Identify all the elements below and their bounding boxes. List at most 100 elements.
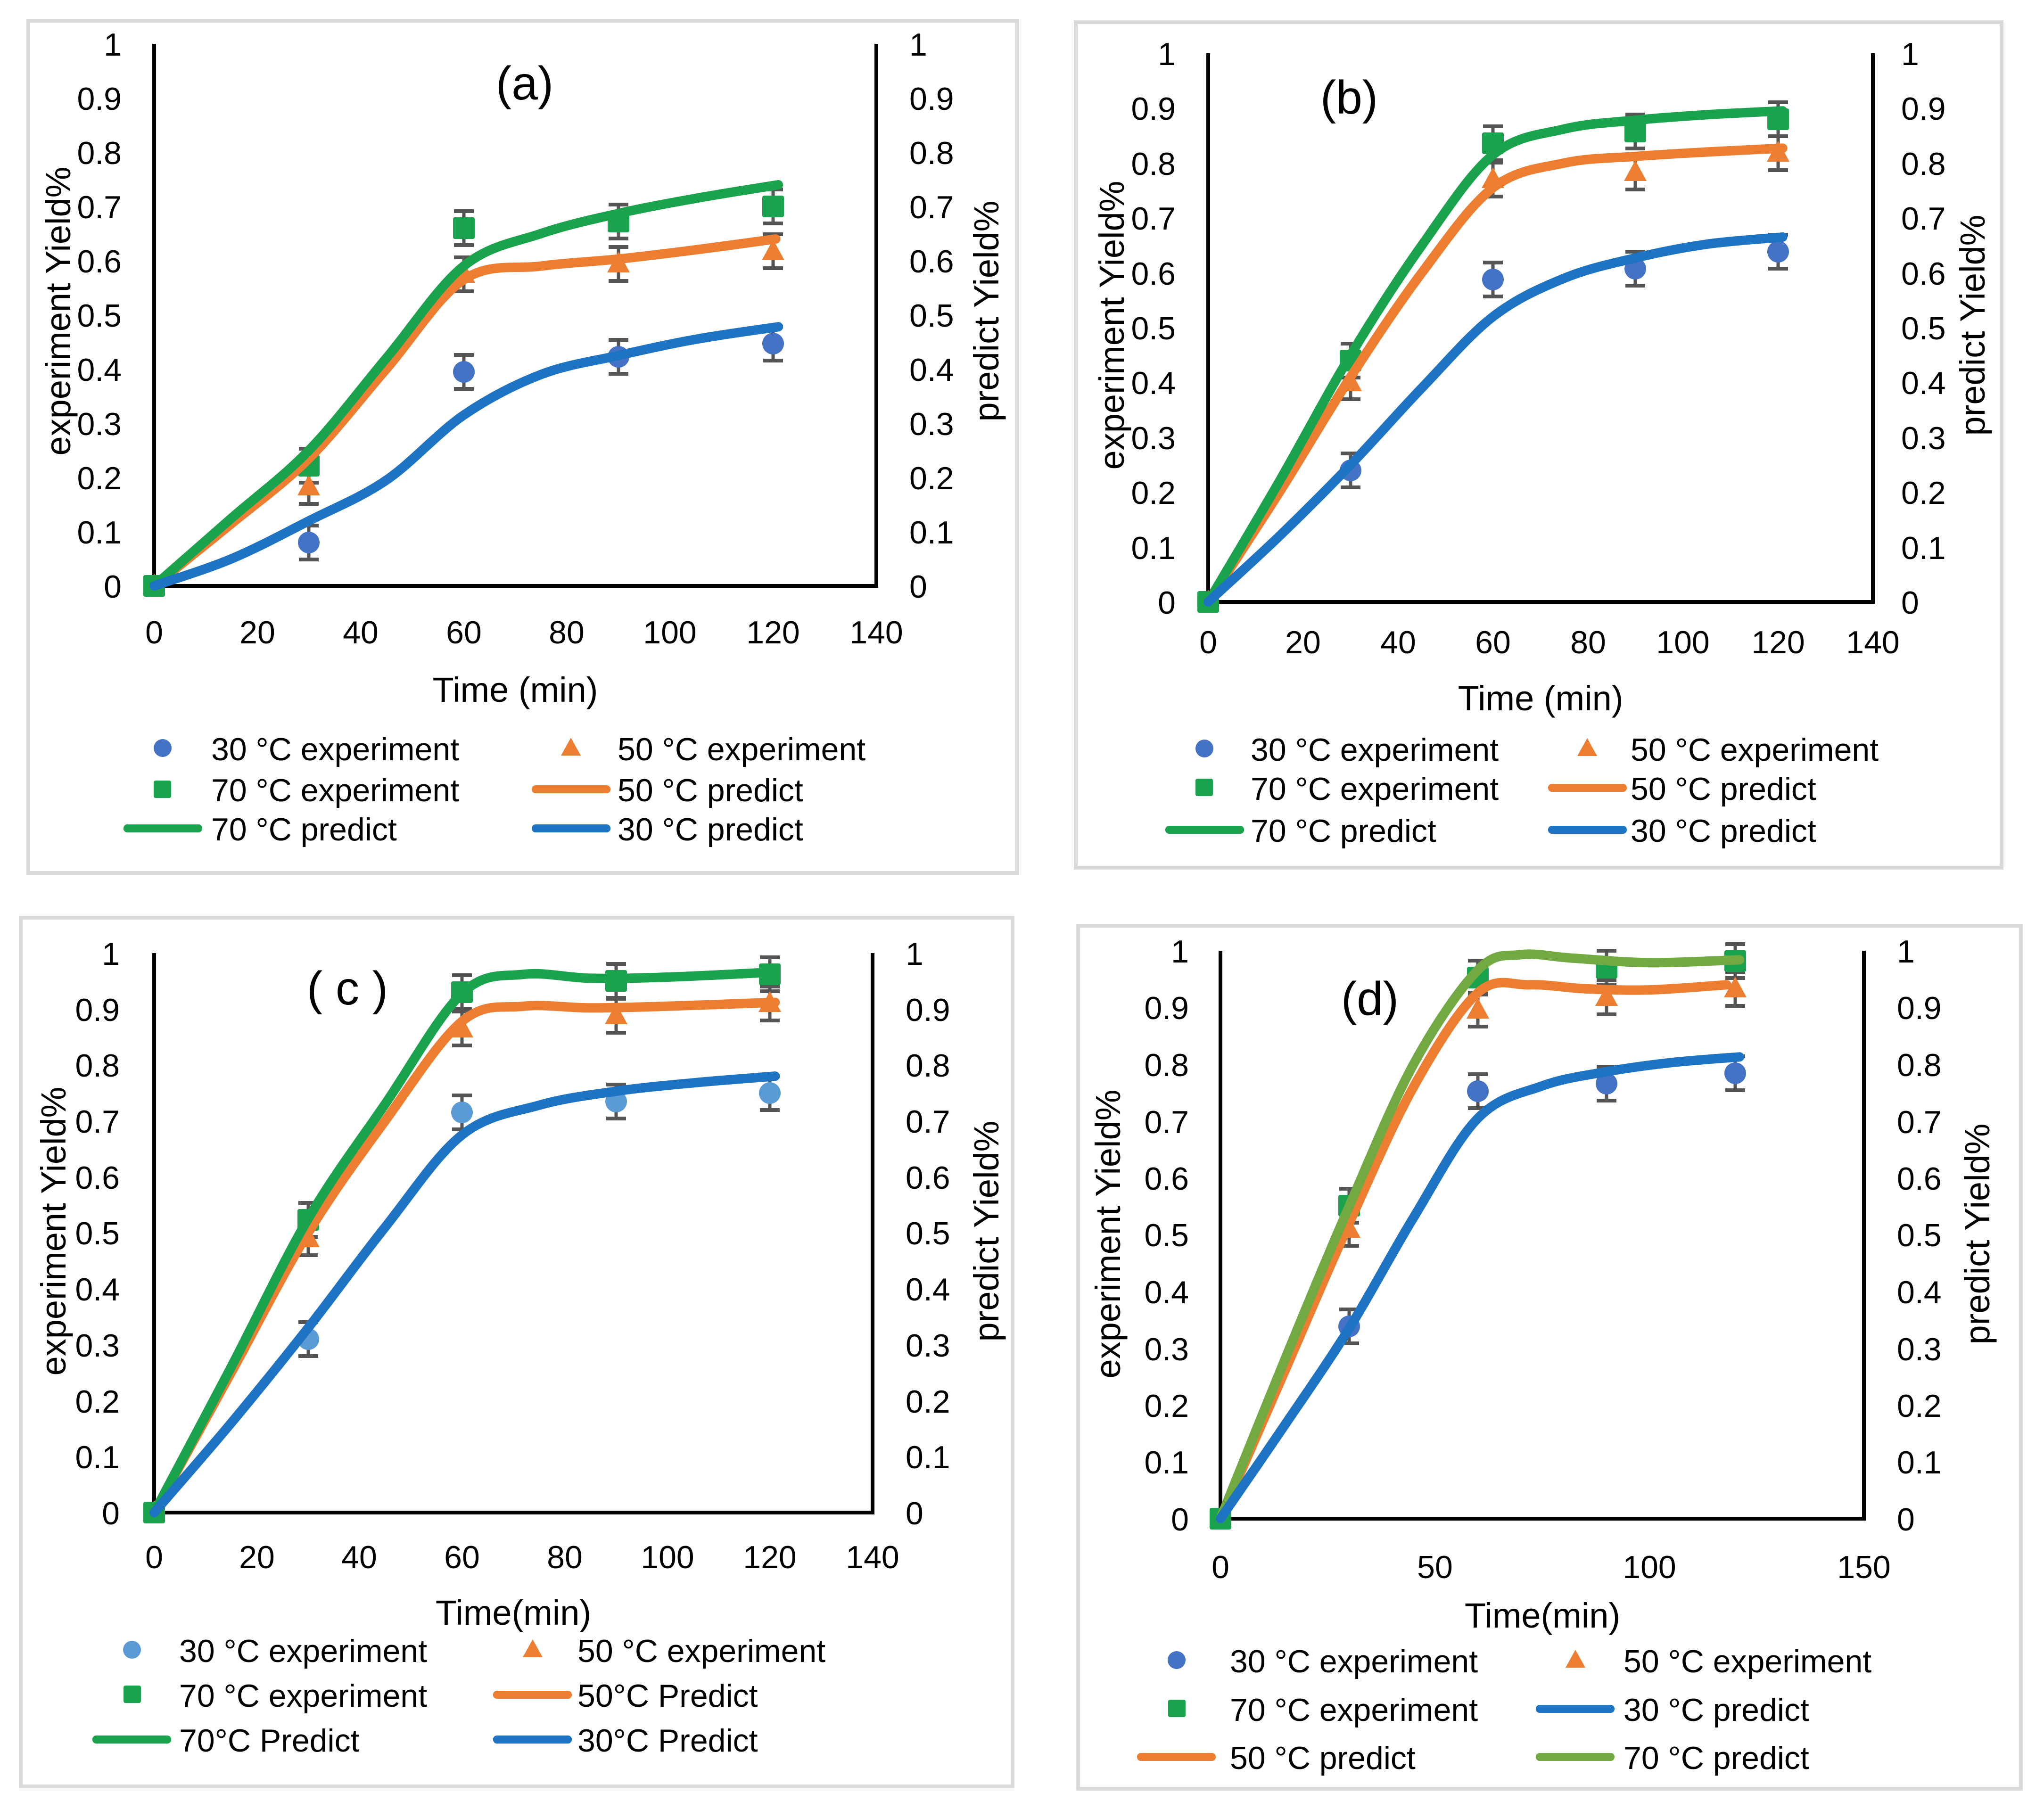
svg-text:Time (min): Time (min) — [1458, 679, 1624, 718]
svg-text:experiment Yield%: experiment Yield% — [39, 167, 78, 456]
svg-text:120: 120 — [743, 1539, 796, 1575]
svg-text:70°C Predict: 70°C Predict — [179, 1723, 360, 1759]
svg-text:70 °C experiment: 70 °C experiment — [179, 1678, 427, 1714]
svg-text:40: 40 — [343, 615, 379, 650]
svg-text:0.7: 0.7 — [77, 189, 122, 225]
svg-text:0.8: 0.8 — [1901, 146, 1946, 182]
svg-text:0.7: 0.7 — [906, 1104, 950, 1140]
svg-text:60: 60 — [1475, 625, 1511, 660]
svg-text:70 °C experiment: 70 °C experiment — [1251, 771, 1499, 807]
svg-text:0.4: 0.4 — [1901, 365, 1946, 401]
svg-text:0.6: 0.6 — [1144, 1161, 1189, 1197]
svg-text:50 °C experiment: 50 °C experiment — [618, 732, 865, 767]
svg-text:20: 20 — [239, 1539, 275, 1575]
svg-text:0.2: 0.2 — [1144, 1388, 1189, 1424]
svg-text:0: 0 — [102, 1496, 120, 1531]
svg-text:0: 0 — [1199, 625, 1217, 660]
svg-text:0.2: 0.2 — [75, 1384, 120, 1420]
svg-text:0.5: 0.5 — [77, 298, 122, 334]
svg-text:0.3: 0.3 — [906, 1328, 950, 1364]
svg-text:0.4: 0.4 — [906, 1272, 950, 1308]
svg-text:0.8: 0.8 — [1897, 1047, 1942, 1083]
svg-text:0.5: 0.5 — [1897, 1217, 1942, 1253]
svg-text:0.3: 0.3 — [909, 406, 954, 442]
svg-text:0: 0 — [145, 1539, 163, 1575]
svg-text:0.8: 0.8 — [75, 1048, 120, 1084]
svg-text:0.3: 0.3 — [1131, 420, 1176, 456]
svg-text:0.6: 0.6 — [1897, 1161, 1942, 1197]
svg-text:50 °C predict: 50 °C predict — [1230, 1740, 1416, 1776]
svg-text:140: 140 — [1846, 625, 1899, 660]
svg-text:1: 1 — [906, 936, 923, 972]
svg-text:0.6: 0.6 — [909, 244, 954, 280]
svg-text:0.8: 0.8 — [1144, 1047, 1189, 1083]
svg-text:0.8: 0.8 — [909, 135, 954, 171]
svg-text:0.6: 0.6 — [77, 244, 122, 280]
svg-text:experiment Yield%: experiment Yield% — [1088, 1090, 1128, 1379]
svg-text:0: 0 — [104, 569, 122, 605]
svg-text:0.7: 0.7 — [909, 189, 954, 225]
svg-text:80: 80 — [547, 1539, 583, 1575]
svg-text:0.3: 0.3 — [1897, 1332, 1942, 1367]
svg-text:0.1: 0.1 — [75, 1440, 120, 1475]
svg-text:0.4: 0.4 — [1131, 365, 1176, 401]
svg-text:0.5: 0.5 — [75, 1216, 120, 1251]
svg-text:0.1: 0.1 — [1897, 1445, 1942, 1481]
svg-text:0.6: 0.6 — [1901, 256, 1946, 292]
svg-text:50: 50 — [1417, 1549, 1453, 1585]
svg-text:0: 0 — [145, 615, 163, 650]
svg-text:30 °C predict: 30 °C predict — [618, 812, 803, 847]
svg-text:0: 0 — [909, 569, 927, 605]
svg-text:1: 1 — [1158, 36, 1176, 72]
svg-text:80: 80 — [549, 615, 585, 650]
svg-text:100: 100 — [1656, 625, 1709, 660]
svg-text:0.8: 0.8 — [1131, 146, 1176, 182]
svg-text:40: 40 — [1380, 625, 1416, 660]
svg-text:0.9: 0.9 — [906, 992, 950, 1028]
svg-text:100: 100 — [641, 1539, 694, 1575]
svg-text:0: 0 — [906, 1496, 923, 1531]
svg-text:30 °C experiment: 30 °C experiment — [211, 732, 459, 767]
svg-text:0.2: 0.2 — [909, 461, 954, 496]
svg-text:0.1: 0.1 — [1131, 530, 1176, 566]
svg-text:20: 20 — [1285, 625, 1321, 660]
svg-text:predict Yield%: predict Yield% — [1953, 215, 1992, 436]
svg-text:1: 1 — [102, 936, 120, 972]
svg-text:0.4: 0.4 — [77, 352, 122, 388]
svg-text:Time(min): Time(min) — [436, 1593, 591, 1632]
svg-text:0.9: 0.9 — [1901, 91, 1946, 127]
svg-text:60: 60 — [444, 1539, 480, 1575]
svg-text:0.4: 0.4 — [1897, 1275, 1942, 1310]
svg-text:0.8: 0.8 — [77, 135, 122, 171]
svg-text:30 °C experiment: 30 °C experiment — [179, 1633, 427, 1669]
svg-text:Time(min): Time(min) — [1465, 1596, 1620, 1635]
svg-text:(d): (d) — [1341, 972, 1399, 1025]
svg-text:1: 1 — [104, 27, 122, 63]
svg-text:0.5: 0.5 — [1901, 311, 1946, 346]
svg-text:30 °C predict: 30 °C predict — [1624, 1692, 1809, 1728]
svg-text:0.4: 0.4 — [1144, 1275, 1189, 1310]
svg-text:0.4: 0.4 — [75, 1272, 120, 1308]
svg-text:0.7: 0.7 — [1901, 201, 1946, 237]
svg-text:150: 150 — [1837, 1549, 1890, 1585]
svg-text:30°C Predict: 30°C Predict — [577, 1723, 758, 1759]
svg-text:70 °C experiment: 70 °C experiment — [1230, 1692, 1478, 1728]
svg-text:0: 0 — [1901, 585, 1919, 621]
svg-text:0.5: 0.5 — [1131, 311, 1176, 346]
svg-text:50 °C experiment: 50 °C experiment — [577, 1633, 825, 1669]
svg-text:0.7: 0.7 — [1144, 1104, 1189, 1140]
svg-text:0.4: 0.4 — [909, 352, 954, 388]
svg-text:0.9: 0.9 — [1144, 990, 1189, 1026]
svg-text:1: 1 — [1901, 36, 1919, 72]
svg-text:(b): (b) — [1320, 71, 1378, 124]
svg-text:predict Yield%: predict Yield% — [967, 201, 1006, 422]
svg-text:0.3: 0.3 — [1144, 1332, 1189, 1367]
svg-text:0.9: 0.9 — [909, 81, 954, 117]
svg-text:0.5: 0.5 — [1144, 1217, 1189, 1253]
svg-text:0.3: 0.3 — [1901, 420, 1946, 456]
svg-text:0: 0 — [1897, 1502, 1915, 1538]
svg-text:0.9: 0.9 — [75, 992, 120, 1028]
svg-text:30 °C predict: 30 °C predict — [1631, 813, 1816, 849]
svg-text:0.3: 0.3 — [77, 406, 122, 442]
svg-text:0.5: 0.5 — [909, 298, 954, 334]
